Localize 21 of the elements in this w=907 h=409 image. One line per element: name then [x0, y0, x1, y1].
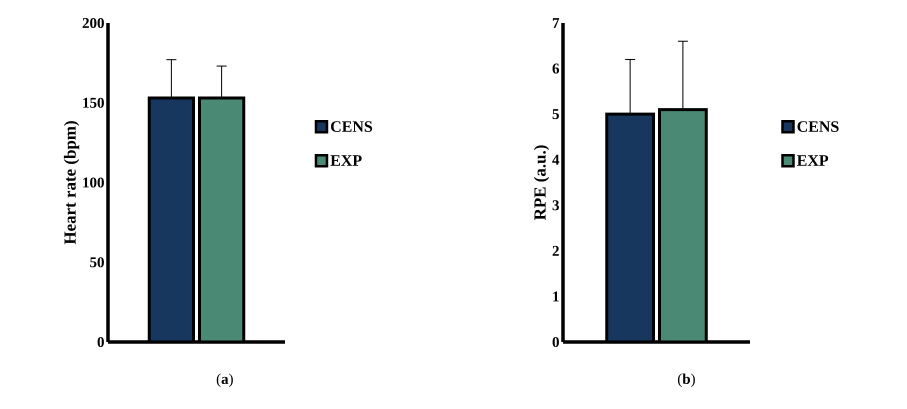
- y-tick-label: 200: [82, 18, 104, 28]
- y-tick-label: 7: [552, 18, 560, 28]
- legend-label: CENS: [798, 121, 839, 132]
- legend-label: CENS: [331, 121, 372, 132]
- y-axis-title: RPE (a.u.): [534, 145, 550, 220]
- y-tick-label: 1: [553, 292, 559, 302]
- legend-label: EXP: [797, 155, 828, 166]
- y-tick-label: 50: [90, 257, 104, 268]
- y-tick-label: 6: [552, 64, 560, 74]
- y-tick-label: 2: [552, 246, 559, 256]
- y-tick-label: 4: [552, 154, 560, 165]
- text: (b): [678, 374, 695, 388]
- y-axis-title: Heart rate (bpm): [64, 121, 80, 244]
- y-tick-label: 5: [552, 109, 559, 120]
- y-tick-label: 3: [552, 200, 559, 210]
- y-tick-label: 0: [552, 336, 559, 348]
- text: (a): [216, 374, 233, 388]
- y-tick-label: 150: [83, 98, 104, 108]
- y-tick-label: 0: [98, 336, 104, 348]
- y-tick-label: 100: [83, 177, 104, 188]
- legend-label: EXP: [330, 155, 362, 166]
